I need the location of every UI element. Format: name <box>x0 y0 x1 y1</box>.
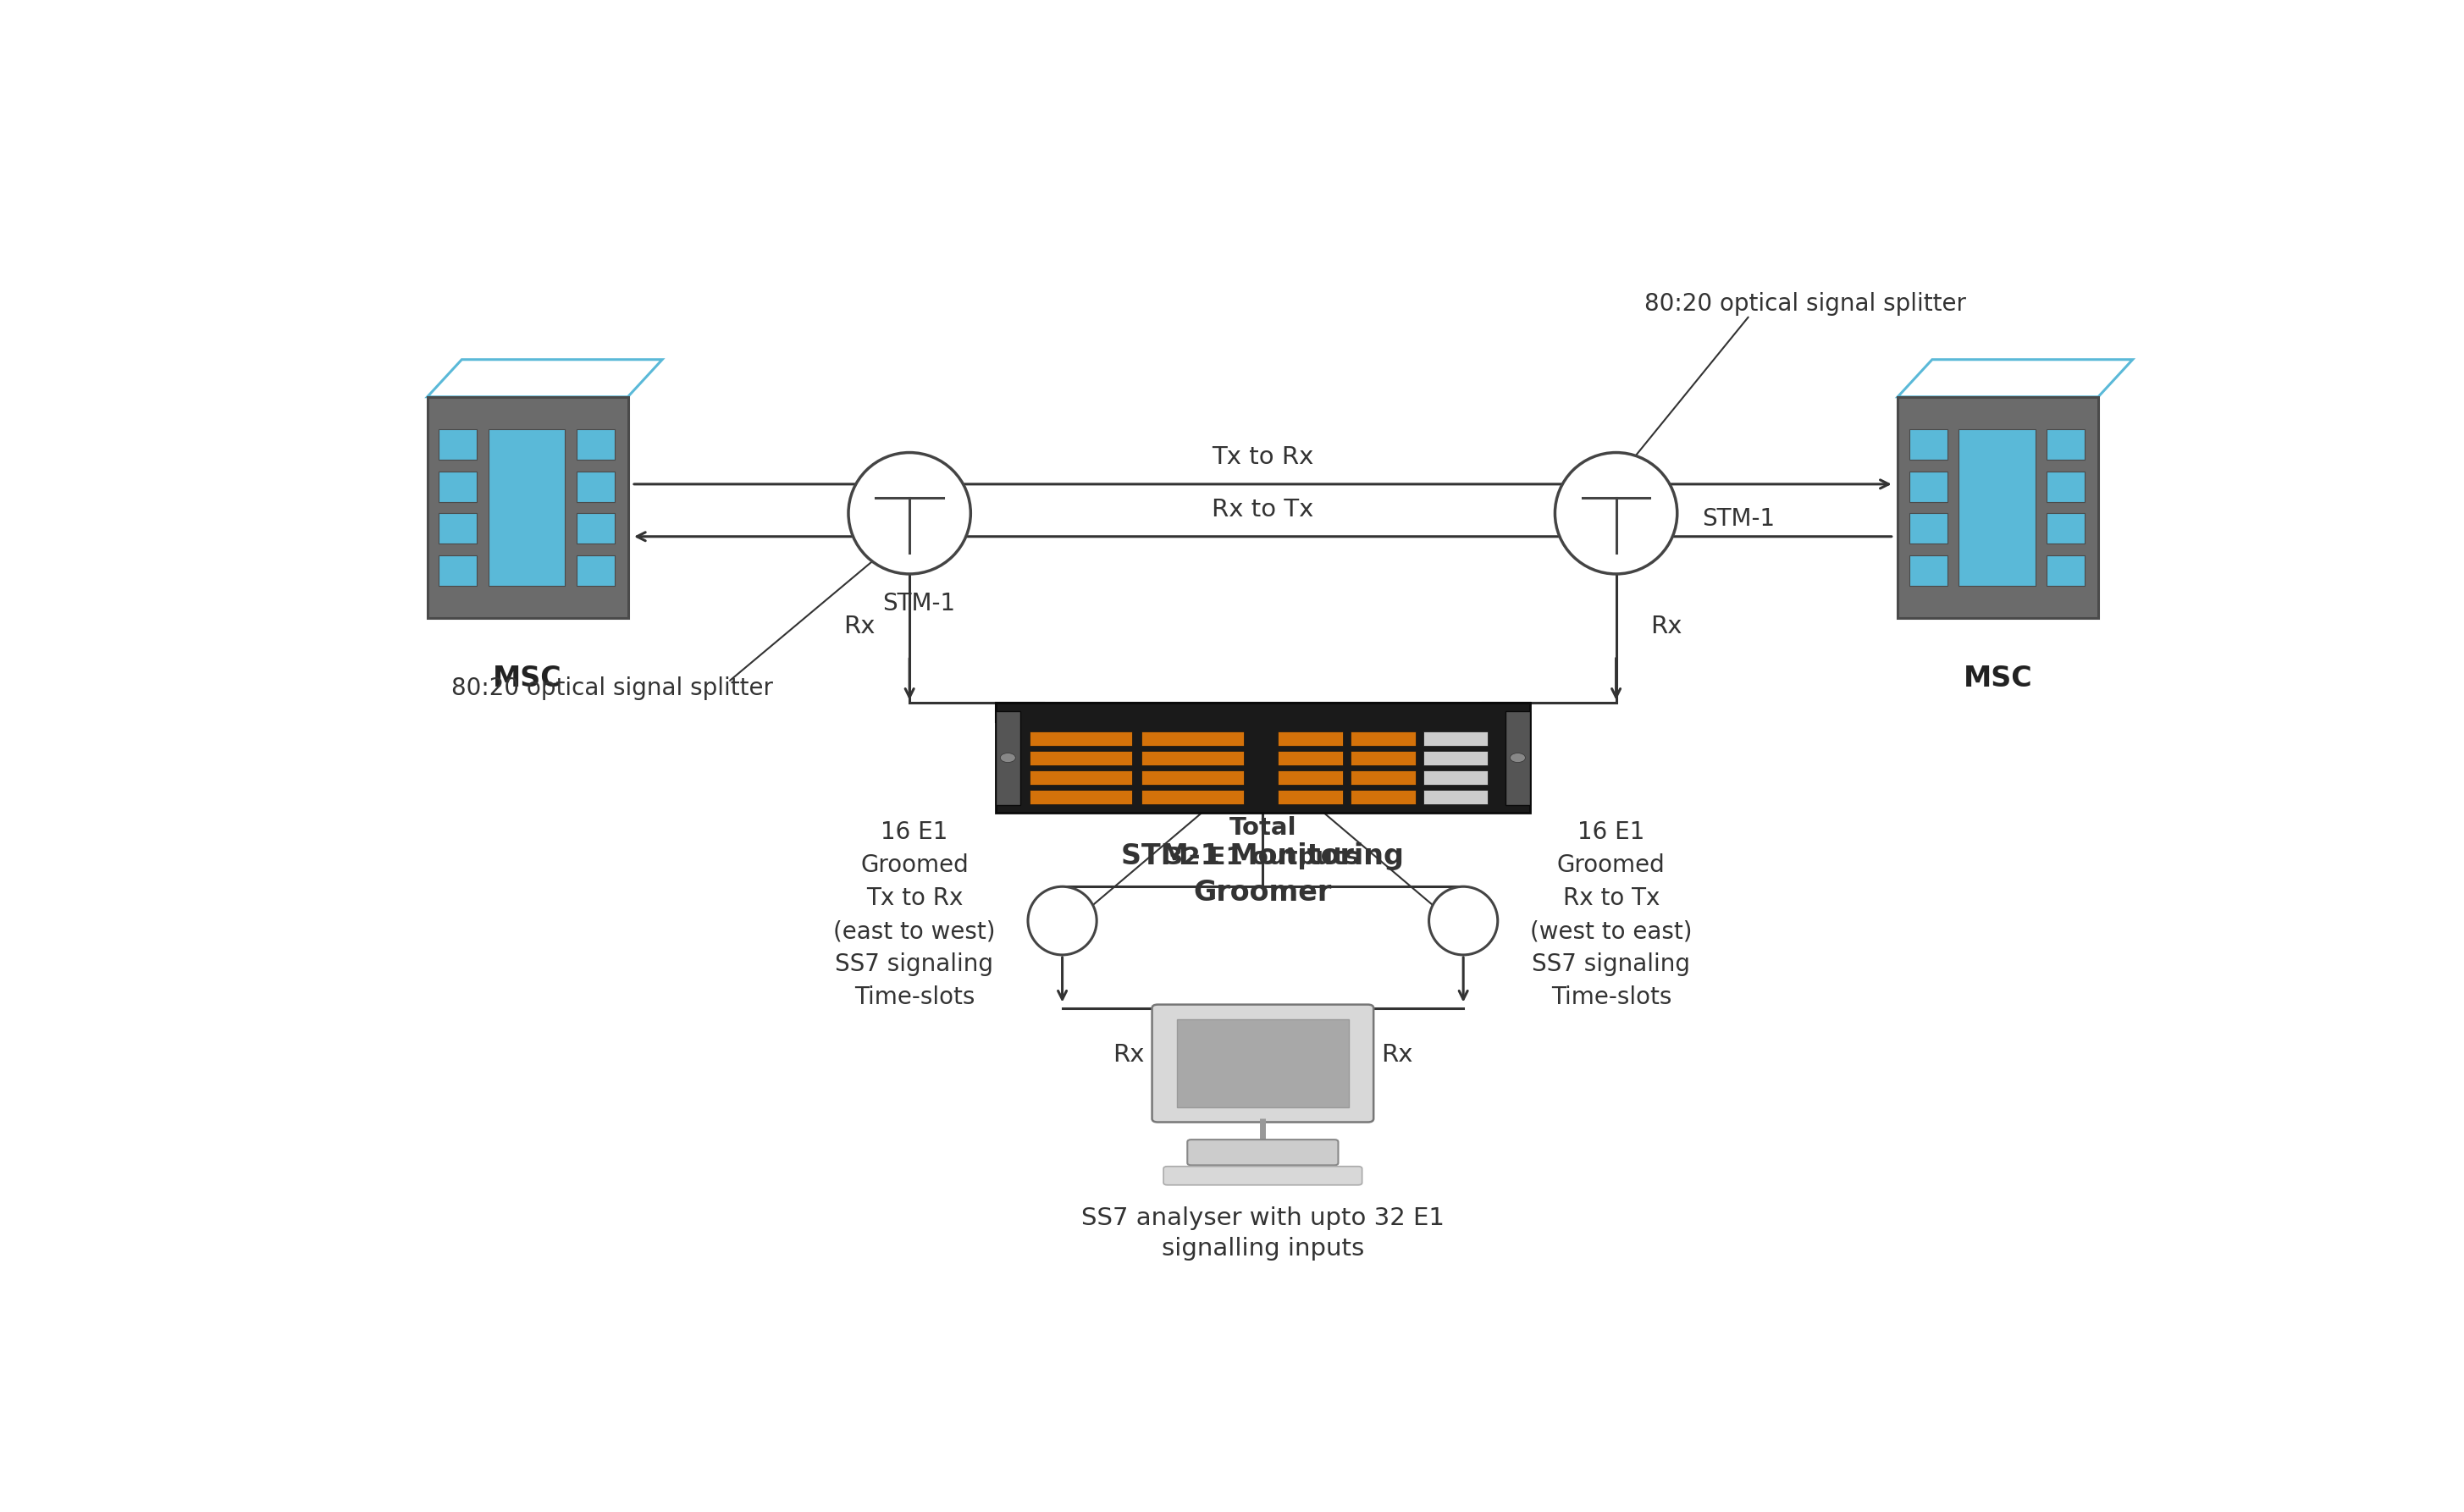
Text: 16 E1
Groomed
Rx to Tx
(west to east)
SS7 signaling
Time-slots: 16 E1 Groomed Rx to Tx (west to east) SS… <box>1530 821 1693 1010</box>
Circle shape <box>1000 753 1015 762</box>
Text: Rx: Rx <box>843 615 875 638</box>
Bar <box>1424 789 1488 804</box>
Bar <box>426 396 628 618</box>
Bar <box>439 472 478 502</box>
FancyBboxPatch shape <box>1153 1004 1372 1122</box>
Text: Rx to Tx: Rx to Tx <box>1212 497 1313 522</box>
Bar <box>1279 770 1343 785</box>
Bar <box>1141 751 1244 765</box>
Text: MSC: MSC <box>493 665 562 692</box>
Bar <box>1350 770 1417 785</box>
Bar <box>1959 429 2035 585</box>
Text: STM-1: STM-1 <box>882 591 956 615</box>
Bar <box>577 429 614 460</box>
Text: 80:20 optical signal splitter: 80:20 optical signal splitter <box>451 676 774 700</box>
Text: Tx to Rx: Tx to Rx <box>1212 446 1313 469</box>
Bar <box>1279 732 1343 745</box>
Ellipse shape <box>1429 886 1498 956</box>
Bar <box>1030 770 1131 785</box>
Bar <box>2048 513 2085 543</box>
Bar <box>1350 751 1417 765</box>
Bar <box>1897 396 2099 618</box>
FancyBboxPatch shape <box>1188 1140 1338 1166</box>
Bar <box>1910 429 1947 460</box>
Bar <box>1030 751 1131 765</box>
Bar <box>2048 472 2085 502</box>
Polygon shape <box>426 360 663 396</box>
Bar <box>1350 789 1417 804</box>
Bar <box>1279 751 1343 765</box>
Bar <box>1030 789 1131 804</box>
Ellipse shape <box>848 452 971 575</box>
Bar <box>577 513 614 543</box>
Bar <box>1910 555 1947 585</box>
Text: Rx: Rx <box>1382 1043 1412 1066</box>
Bar <box>2048 429 2085 460</box>
Text: Total
32 E1 outputs: Total 32 E1 outputs <box>1165 816 1360 869</box>
Bar <box>1424 770 1488 785</box>
Bar <box>995 711 1020 804</box>
Bar <box>1178 1019 1348 1107</box>
Bar <box>1141 789 1244 804</box>
Bar <box>488 429 564 585</box>
Bar <box>995 703 1530 813</box>
Text: SS7 analyser with upto 32 E1
signalling inputs: SS7 analyser with upto 32 E1 signalling … <box>1082 1207 1444 1261</box>
Text: Rx: Rx <box>1114 1043 1143 1066</box>
Bar <box>1424 732 1488 745</box>
FancyBboxPatch shape <box>1163 1166 1363 1185</box>
Bar <box>577 555 614 585</box>
Bar <box>1350 732 1417 745</box>
Bar <box>1910 513 1947 543</box>
Bar <box>995 703 1530 723</box>
Bar <box>439 555 478 585</box>
Bar <box>1424 751 1488 765</box>
Ellipse shape <box>1555 452 1678 575</box>
Text: STM-1: STM-1 <box>1703 507 1774 531</box>
Ellipse shape <box>1027 886 1096 956</box>
Bar <box>1506 711 1530 804</box>
Text: STM-1 Monitoring
Groomer: STM-1 Monitoring Groomer <box>1121 842 1404 907</box>
Bar <box>1030 732 1131 745</box>
Text: 16 E1
Groomed
Tx to Rx
(east to west)
SS7 signaling
Time-slots: 16 E1 Groomed Tx to Rx (east to west) SS… <box>833 821 995 1010</box>
Bar <box>1279 789 1343 804</box>
Bar <box>1910 472 1947 502</box>
Text: 80:20 optical signal splitter: 80:20 optical signal splitter <box>1646 292 1966 316</box>
Bar <box>577 472 614 502</box>
Bar <box>1141 770 1244 785</box>
Text: MSC: MSC <box>1964 665 2033 692</box>
Polygon shape <box>1897 360 2134 396</box>
Text: Rx: Rx <box>1651 615 1683 638</box>
Circle shape <box>1510 753 1525 762</box>
Bar <box>1141 732 1244 745</box>
Bar <box>439 429 478 460</box>
Bar <box>439 513 478 543</box>
Bar <box>2048 555 2085 585</box>
